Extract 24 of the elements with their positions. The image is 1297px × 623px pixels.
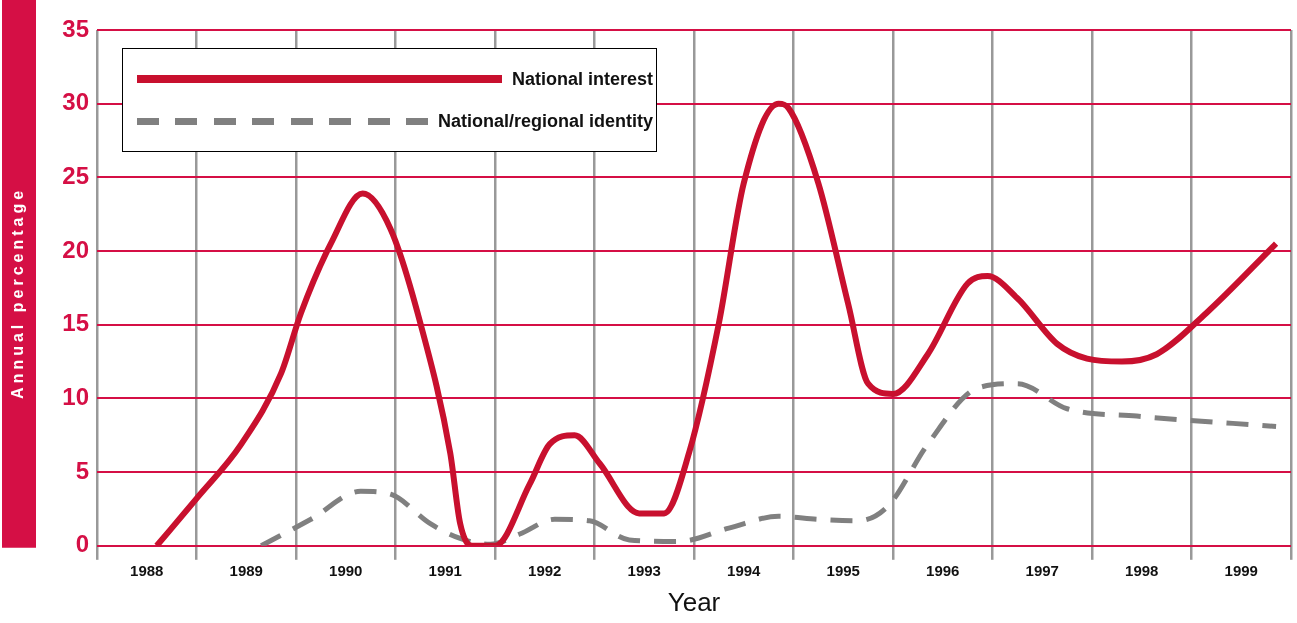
x-tick-label: 1999 [1224,561,1258,579]
legend-label: National/regional identity [437,110,653,132]
y-tick-label: 20 [62,235,89,263]
x-tick-label: 1997 [1025,561,1059,579]
x-tick-label: 1988 [130,561,164,579]
y-tick-label: 5 [75,456,89,484]
x-tick-label: 1991 [428,561,462,579]
y-tick-label: 10 [62,383,89,411]
y-tick-label: 30 [62,88,89,116]
x-tick-label: 1992 [528,561,562,579]
y-tick-label: 15 [62,309,89,337]
x-tick-label: 1993 [627,561,661,579]
y-axis-title: Annual percentage [9,186,27,399]
y-tick-label: 25 [62,162,89,189]
y-tick-label: 35 [62,14,89,42]
x-tick-label: 1996 [926,561,960,579]
x-tick-label: 1995 [826,561,860,579]
x-tick-label: 1998 [1125,561,1159,579]
x-axis-title: Year [667,586,721,617]
x-tick-label: 1989 [229,561,263,579]
legend-label: National interest [511,68,653,90]
x-tick-label: 1990 [329,561,363,579]
x-tick-label: 1994 [727,561,762,579]
y-tick-label: 0 [75,530,89,558]
